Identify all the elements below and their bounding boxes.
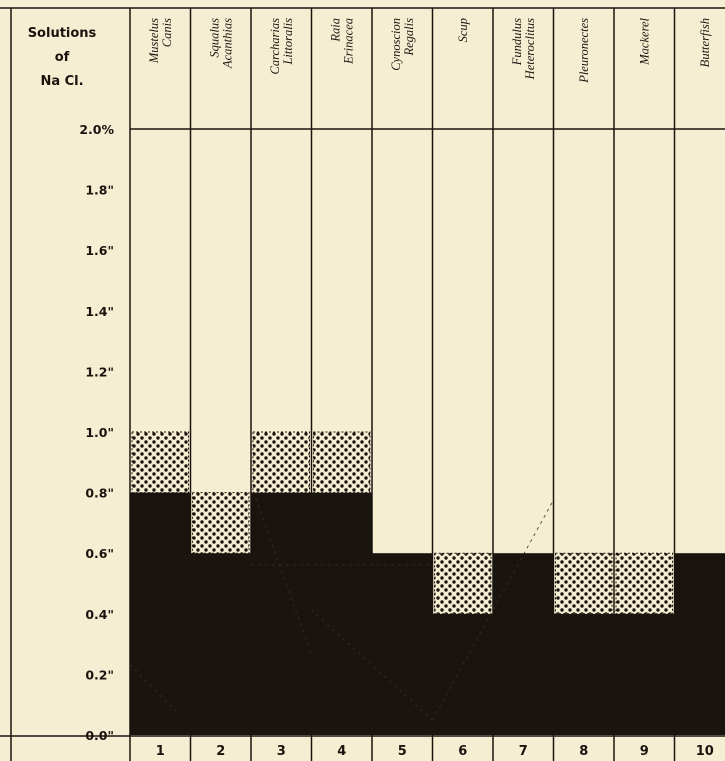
texture-line-2 — [250, 484, 312, 656]
column-9-name-line-1: Mackerel — [637, 17, 651, 65]
dotted-bar-9 — [615, 552, 673, 615]
solutions-header-line3: Na Cl. — [40, 74, 83, 89]
column-number-9: 9 — [640, 744, 649, 759]
dotted-bar-2 — [192, 492, 250, 554]
column-number-4: 4 — [337, 744, 346, 759]
column-number-2: 2 — [216, 744, 225, 759]
dotted-bar-1 — [131, 431, 189, 494]
column-7-name-line-2: Heteroclitus — [523, 18, 537, 80]
dotted-bar-6 — [434, 552, 492, 615]
column-number-1: 1 — [156, 744, 165, 759]
solid-bar-8 — [553, 613, 614, 735]
dotted-bar-8 — [555, 552, 613, 615]
column-1-name-line-2: Canis — [160, 18, 174, 47]
y-tick-0: 2.0% — [79, 122, 114, 137]
solid-bar-1 — [130, 492, 191, 735]
y-tick-5: 1.0" — [85, 425, 114, 440]
solid-bar-3 — [251, 492, 312, 735]
column-2-name-line-2: Acanthias — [220, 18, 234, 69]
y-tick-10: 0.0" — [85, 728, 114, 743]
y-tick-7: 0.6" — [85, 546, 114, 561]
column-10-name-line-1: Butterfish — [698, 18, 712, 67]
column-3-name-line-2: Littoralis — [281, 18, 295, 66]
solid-bar-7 — [493, 553, 554, 735]
y-tick-4: 1.2" — [85, 364, 114, 379]
column-2-name-line-1: Squalus — [207, 18, 221, 58]
column-6-name-line-1: Scup — [456, 18, 470, 42]
y-tick-9: 0.2" — [85, 667, 114, 682]
column-4-name-line-1: Raia — [328, 18, 342, 43]
column-number-10: 10 — [696, 744, 714, 759]
column-5-name-line-1: Cynoscion — [389, 18, 403, 71]
column-3-name-line-1: Carcharias — [268, 18, 282, 75]
y-tick-6: 0.8" — [85, 486, 114, 501]
solid-bar-9 — [614, 613, 675, 735]
column-headers: Mustelus Canis Squalus Acanthias Carcharias L… — [147, 17, 712, 83]
column-7-name-line-1: Fundulus — [510, 18, 524, 66]
y-tick-3: 1.4" — [85, 304, 114, 319]
y-tick-1: 1.8" — [85, 183, 114, 198]
y-tick-8: 0.4" — [85, 607, 114, 622]
column-4-name-line-2: Erinacea — [341, 18, 355, 65]
dotted-bar-3 — [252, 431, 310, 494]
column-number-3: 3 — [277, 744, 286, 759]
column-number-7: 7 — [519, 744, 528, 759]
column-5-name-line-2: Regalis — [402, 18, 416, 57]
dotted-bar-4 — [313, 431, 371, 494]
solid-bar-5 — [372, 553, 433, 735]
column-number-5: 5 — [398, 744, 407, 759]
column-8-name-line-1: Pleuronectes — [577, 18, 591, 84]
solid-bar-10 — [674, 553, 725, 735]
solutions-header-line1: Solutions — [28, 26, 97, 41]
solid-bar-2 — [190, 553, 251, 735]
column-numbers: 1 2 3 4 5 6 7 8 9 10 — [156, 744, 714, 759]
y-tick-2: 1.6" — [85, 243, 114, 258]
solid-bar-6 — [432, 613, 493, 735]
bar-layer — [129, 431, 725, 735]
y-axis: 2.0% 1.8" 1.6" 1.4" 1.2" 1.0" 0.8" 0.6" 0.4" 0.2"… — [79, 122, 114, 743]
column-1-name-line-1: Mustelus — [147, 18, 161, 64]
column-number-6: 6 — [458, 744, 467, 759]
texture-line-1 — [129, 664, 181, 716]
solutions-header-line2: of — [55, 50, 70, 65]
solid-bar-4 — [311, 492, 372, 735]
column-number-8: 8 — [579, 744, 588, 759]
